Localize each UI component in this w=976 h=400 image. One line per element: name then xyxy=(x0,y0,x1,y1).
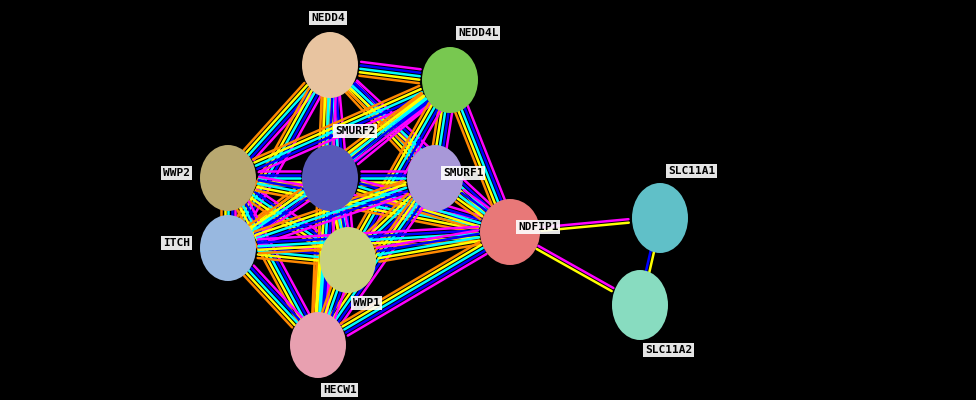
Ellipse shape xyxy=(205,221,251,275)
Ellipse shape xyxy=(485,205,535,259)
Ellipse shape xyxy=(205,151,251,205)
Ellipse shape xyxy=(320,227,376,293)
Ellipse shape xyxy=(200,145,256,211)
Ellipse shape xyxy=(427,53,473,107)
Ellipse shape xyxy=(302,32,358,98)
Text: HECW1: HECW1 xyxy=(323,385,357,395)
Ellipse shape xyxy=(612,270,668,340)
Text: SMURF2: SMURF2 xyxy=(335,126,376,136)
Text: SLC11A2: SLC11A2 xyxy=(645,345,692,355)
Text: WWP1: WWP1 xyxy=(353,298,380,308)
Ellipse shape xyxy=(325,233,371,287)
Ellipse shape xyxy=(412,151,458,205)
Ellipse shape xyxy=(422,47,478,113)
Ellipse shape xyxy=(307,38,353,92)
Ellipse shape xyxy=(637,189,683,247)
Text: NEDD4L: NEDD4L xyxy=(458,28,499,38)
Text: SMURF1: SMURF1 xyxy=(443,168,483,178)
Text: NEDD4: NEDD4 xyxy=(311,13,345,23)
Ellipse shape xyxy=(407,145,463,211)
Ellipse shape xyxy=(632,183,688,253)
Ellipse shape xyxy=(290,312,346,378)
Ellipse shape xyxy=(302,145,358,211)
Text: SLC11A1: SLC11A1 xyxy=(668,166,715,176)
Text: WWP2: WWP2 xyxy=(163,168,190,178)
Text: ITCH: ITCH xyxy=(163,238,190,248)
Ellipse shape xyxy=(617,276,663,334)
Ellipse shape xyxy=(307,151,353,205)
Ellipse shape xyxy=(480,199,540,265)
Ellipse shape xyxy=(200,215,256,281)
Ellipse shape xyxy=(295,318,341,372)
Text: NDFIP1: NDFIP1 xyxy=(518,222,558,232)
